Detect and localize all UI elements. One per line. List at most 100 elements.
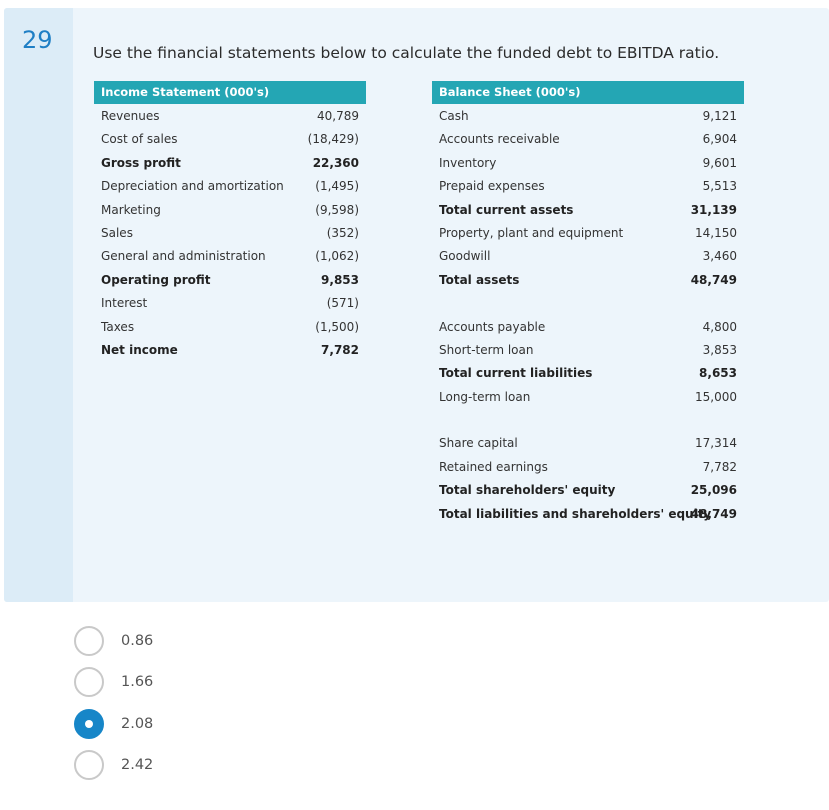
answer-option[interactable]: 2.08 bbox=[74, 708, 274, 750]
income-statement-row: Sales (352) bbox=[94, 222, 366, 245]
balance-sheet-row-value: 4,800 bbox=[702, 319, 737, 334]
income-statement-row-label: Net income bbox=[101, 342, 178, 357]
income-statement-row-value: (571) bbox=[326, 296, 359, 311]
radio-unselected-icon[interactable] bbox=[74, 749, 104, 780]
income-statement-row-label: Interest bbox=[101, 296, 148, 311]
balance-sheet-row-value: 8,653 bbox=[699, 366, 737, 381]
income-statement-row-value: (18,429) bbox=[307, 132, 359, 147]
answer-option[interactable]: 0.86 bbox=[74, 626, 274, 667]
income-statement-row-value: (1,500) bbox=[315, 319, 359, 334]
balance-sheet-row-label: Share capital bbox=[439, 436, 518, 451]
radio-selected-icon[interactable] bbox=[74, 708, 104, 739]
balance-sheet-row-label: Total assets bbox=[439, 272, 520, 287]
balance-sheet-row-label: Cash bbox=[439, 109, 469, 123]
income-statement-row: Marketing (9,598) bbox=[94, 199, 366, 222]
balance-sheet-row: Goodwill 3,460 bbox=[432, 245, 744, 268]
balance-sheet-row: Accounts receivable 6,904 bbox=[432, 128, 744, 151]
balance-sheet-row: Property, plant and equipment 14,150 bbox=[432, 222, 744, 245]
balance-sheet-row: Total liabilities and shareholders' equi… bbox=[432, 503, 744, 526]
balance-sheet-row-label: Total liabilities and shareholders' equi… bbox=[439, 506, 712, 521]
income-statement-row-value: (1,062) bbox=[315, 249, 359, 264]
balance-sheet-row-label: Inventory bbox=[439, 155, 497, 170]
radio-unselected-icon[interactable] bbox=[74, 667, 104, 698]
balance-sheet-row: Total shareholders' equity 25,096 bbox=[432, 479, 744, 502]
balance-sheet-row-value: 3,853 bbox=[702, 342, 737, 357]
balance-sheet-row-label: Property, plant and equipment bbox=[439, 225, 624, 240]
balance-sheet-row-value: 9,601 bbox=[702, 155, 737, 170]
balance-sheet-row: Inventory 9,601 bbox=[432, 152, 744, 175]
income-statement-table: Income Statement (000's) Revenues 40,789 C… bbox=[94, 81, 366, 362]
income-statement-row-value: 9,853 bbox=[321, 272, 359, 287]
balance-sheet-row-label: Accounts receivable bbox=[439, 132, 560, 147]
income-statement-row-value: 22,360 bbox=[312, 155, 359, 170]
balance-sheet-row-value: 5,513 bbox=[702, 179, 737, 194]
income-statement-row: Operating profit 9,853 bbox=[94, 269, 366, 292]
balance-sheet-row-label: Total current assets bbox=[439, 202, 574, 217]
balance-sheet-spacer-row bbox=[432, 409, 744, 432]
balance-sheet-rows: Cash 9,121 Accounts receivable 6,904 Invento… bbox=[432, 105, 744, 526]
income-statement-row: Gross profit 22,360 bbox=[94, 152, 366, 175]
balance-sheet-row-value: 7,782 bbox=[702, 459, 737, 474]
income-statement-row-value: (352) bbox=[326, 225, 359, 240]
balance-sheet-row: Total current liabilities 8,653 bbox=[432, 362, 744, 385]
income-statement-row: Cost of sales (18,429) bbox=[94, 128, 366, 151]
question-text: Use the financial statements below to ca… bbox=[93, 44, 720, 62]
income-statement-row-label: Marketing bbox=[101, 202, 161, 217]
balance-sheet-row-value: 48,749 bbox=[690, 272, 737, 287]
radio-unselected-icon[interactable] bbox=[74, 626, 104, 656]
answer-option-label: 1.66 bbox=[121, 674, 154, 691]
income-statement-row: Taxes (1,500) bbox=[94, 316, 366, 339]
income-statement-title: Income Statement (000's) bbox=[94, 81, 366, 104]
income-statement-row-value: (9,598) bbox=[315, 202, 359, 217]
income-statement-row-value: (1,495) bbox=[315, 179, 359, 194]
balance-sheet-row-value: 15,000 bbox=[695, 389, 737, 404]
balance-sheet-row-label: Accounts payable bbox=[439, 319, 546, 334]
balance-sheet-row: Cash 9,121 bbox=[432, 105, 744, 128]
balance-sheet-row-value: 17,314 bbox=[695, 436, 737, 451]
answer-options: 0.86 1.66 2.08 2.42 bbox=[74, 626, 274, 791]
income-statement-row: Interest (571) bbox=[94, 292, 366, 315]
income-statement-row-label: General and administration bbox=[101, 249, 266, 264]
income-statement-row: Depreciation and amortization (1,495) bbox=[94, 175, 366, 198]
balance-sheet-row-value: 25,096 bbox=[690, 483, 737, 498]
balance-sheet-row: Total current assets 31,139 bbox=[432, 199, 744, 222]
answer-option-label: 2.42 bbox=[121, 756, 154, 773]
balance-sheet-row-label: Short-term loan bbox=[439, 342, 534, 357]
answer-option-label: 0.86 bbox=[121, 633, 154, 649]
balance-sheet-row-label: Retained earnings bbox=[439, 459, 548, 474]
balance-sheet-spacer-row bbox=[432, 292, 744, 315]
question-card: 29 Use the financial statements below to… bbox=[4, 8, 829, 602]
balance-sheet-row-value: 9,121 bbox=[702, 109, 737, 123]
balance-sheet-row-value: 3,460 bbox=[702, 249, 737, 264]
income-statement-row-label: Operating profit bbox=[101, 272, 211, 287]
income-statement-row-label: Gross profit bbox=[101, 155, 181, 170]
income-statement-row-label: Cost of sales bbox=[101, 132, 178, 147]
balance-sheet-row: Retained earnings 7,782 bbox=[432, 456, 744, 479]
balance-sheet-row: Long-term loan 15,000 bbox=[432, 386, 744, 409]
balance-sheet-row: Share capital 17,314 bbox=[432, 432, 744, 455]
balance-sheet-row: Total assets 48,749 bbox=[432, 269, 744, 292]
income-statement-row-label: Depreciation and amortization bbox=[101, 179, 284, 194]
question-number: 29 bbox=[22, 26, 53, 54]
income-statement-row: Net income 7,782 bbox=[94, 339, 366, 362]
balance-sheet-row-label: Total current liabilities bbox=[439, 366, 593, 381]
income-statement-row-label: Revenues bbox=[101, 109, 160, 123]
answer-option[interactable]: 1.66 bbox=[74, 667, 274, 708]
balance-sheet-row-value: 31,139 bbox=[690, 202, 737, 217]
balance-sheet-row-label: Total shareholders' equity bbox=[439, 483, 616, 498]
balance-sheet-row: Short-term loan 3,853 bbox=[432, 339, 744, 362]
income-statement-row-value: 40,789 bbox=[317, 109, 359, 123]
question-number-strip: 29 bbox=[4, 8, 73, 602]
income-statement-row: General and administration (1,062) bbox=[94, 245, 366, 268]
income-statement-row-value: 7,782 bbox=[321, 342, 359, 357]
balance-sheet-row: Accounts payable 4,800 bbox=[432, 316, 744, 339]
income-statement-row-label: Sales bbox=[101, 225, 133, 240]
balance-sheet-table: Balance Sheet (000's) Cash 9,121 Accounts … bbox=[432, 81, 744, 526]
balance-sheet-row-value: 6,904 bbox=[702, 132, 737, 147]
answer-option[interactable]: 2.42 bbox=[74, 749, 274, 791]
income-statement-rows: Revenues 40,789 Cost of sales (18,429) Gross… bbox=[94, 105, 366, 362]
balance-sheet-title: Balance Sheet (000's) bbox=[432, 81, 744, 104]
balance-sheet-row-label: Prepaid expenses bbox=[439, 179, 545, 194]
balance-sheet-row-label: Goodwill bbox=[439, 249, 491, 264]
income-statement-row-label: Taxes bbox=[101, 319, 135, 334]
